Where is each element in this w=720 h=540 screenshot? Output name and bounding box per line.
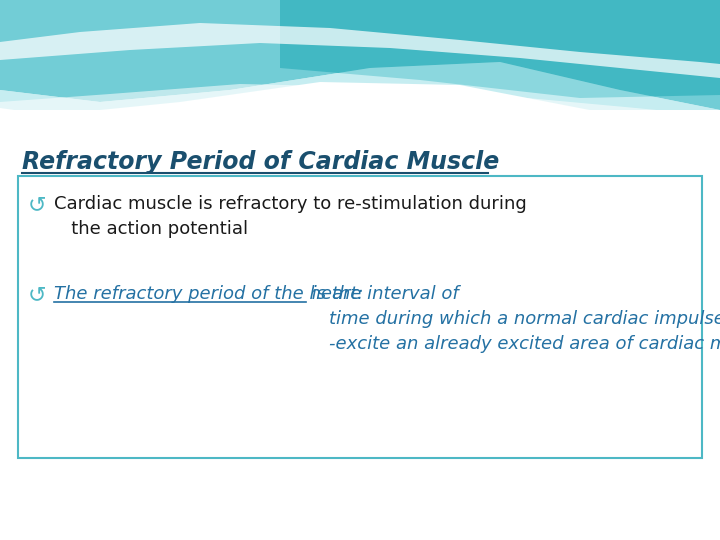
Text: ↺: ↺ <box>28 195 47 215</box>
Text: is the interval of
    time during which a normal cardiac impulse cannot re
    : is the interval of time during which a n… <box>306 285 720 353</box>
Polygon shape <box>0 23 720 78</box>
Text: Cardiac muscle is refractory to re-stimulation during
   the action potential: Cardiac muscle is refractory to re-stimu… <box>54 195 527 238</box>
Bar <box>0 110 720 540</box>
Polygon shape <box>0 84 720 128</box>
Text: Refractory Period of Cardiac Muscle: Refractory Period of Cardiac Muscle <box>22 150 499 174</box>
FancyBboxPatch shape <box>18 176 702 458</box>
Text: ↺: ↺ <box>28 285 47 305</box>
Polygon shape <box>280 0 720 98</box>
Text: The refractory period of the heart:: The refractory period of the heart: <box>54 285 364 303</box>
Polygon shape <box>0 62 720 125</box>
Polygon shape <box>0 0 720 110</box>
